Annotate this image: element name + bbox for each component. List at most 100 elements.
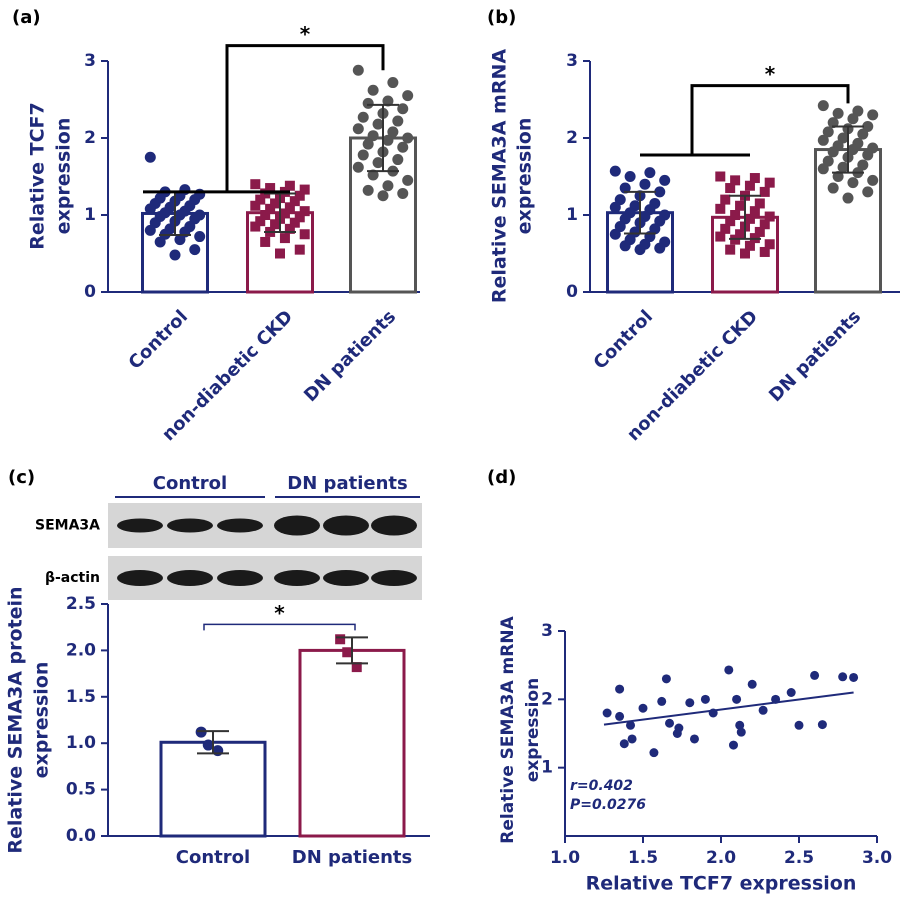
- data-point: [849, 672, 859, 682]
- data-point: [367, 84, 379, 96]
- data-point: [624, 171, 636, 182]
- data-point: [382, 95, 394, 107]
- data-point: [255, 194, 266, 205]
- data-point: [794, 720, 804, 730]
- data-point: [615, 711, 625, 721]
- data-point: [382, 134, 394, 146]
- x-tick-label: 2.0: [706, 848, 736, 868]
- blot-band: [274, 515, 320, 536]
- data-point: [810, 670, 820, 680]
- data-point: [715, 203, 726, 214]
- data-point: [740, 248, 750, 259]
- data-point: [189, 244, 201, 256]
- blot-band: [167, 518, 213, 533]
- data-point: [260, 210, 271, 220]
- data-point: [817, 134, 829, 146]
- x-tick-label: 2.5: [784, 848, 814, 868]
- error-bar: [832, 125, 864, 174]
- data-point: [362, 138, 374, 150]
- data-point: [715, 171, 726, 182]
- blot-row-label: β-actin: [45, 570, 100, 586]
- data-point: [715, 231, 726, 242]
- blot-band: [371, 570, 417, 586]
- data-point: [619, 182, 631, 194]
- y-tick-label: 1.5: [66, 687, 96, 707]
- blot-row-label: SEMA3A: [35, 518, 100, 534]
- data-point: [377, 190, 389, 202]
- data-point: [397, 141, 409, 153]
- data-point: [250, 221, 261, 232]
- data-point: [250, 179, 261, 190]
- data-point: [634, 244, 646, 256]
- error-bar: [264, 192, 296, 233]
- data-point: [294, 190, 305, 201]
- data-point: [275, 248, 285, 259]
- y-axis-label: expression: [31, 662, 53, 779]
- x-tick-label: DN patients: [292, 847, 412, 868]
- data-point: [265, 183, 276, 194]
- data-point: [758, 705, 768, 715]
- blot-band: [117, 570, 163, 586]
- data-point: [260, 236, 271, 247]
- y-axis-label: expression: [523, 678, 543, 782]
- data-point: [609, 201, 621, 213]
- data-point: [397, 187, 409, 199]
- data-point: [654, 242, 666, 254]
- data-point: [747, 679, 757, 689]
- data-point: [724, 665, 734, 675]
- data-point: [362, 97, 374, 109]
- data-point: [764, 239, 775, 250]
- data-point: [827, 117, 839, 129]
- data-point: [862, 149, 874, 161]
- data-point: [144, 224, 156, 236]
- data-point: [817, 100, 829, 112]
- data-point: [299, 229, 310, 240]
- data-point: [862, 186, 874, 198]
- data-point: [299, 206, 310, 217]
- data-point: [654, 186, 666, 198]
- y-tick-label: 1: [566, 205, 578, 225]
- data-point: [649, 748, 659, 758]
- sig-star: *: [274, 601, 285, 625]
- x-axis-label: Relative TCF7 expression: [586, 873, 857, 895]
- data-point: [674, 723, 684, 733]
- y-axis-label: Relative SEMA3A protein: [5, 586, 27, 853]
- data-point: [382, 180, 394, 192]
- blot-band: [117, 518, 163, 533]
- data-point: [299, 184, 310, 195]
- data-point: [735, 200, 746, 211]
- data-point: [284, 202, 295, 213]
- data-point: [402, 174, 414, 186]
- y-axis-label: Relative SEMA3A mRNA: [489, 49, 511, 303]
- data-point: [255, 216, 266, 227]
- data-point: [832, 171, 844, 182]
- data-point: [764, 211, 775, 222]
- y-tick-label: 0.0: [66, 826, 96, 846]
- data-point: [392, 154, 404, 166]
- data-point: [342, 647, 353, 658]
- y-tick-label: 0: [566, 282, 578, 302]
- data-point: [661, 674, 671, 684]
- x-tick-label: Control: [590, 306, 657, 373]
- data-point: [659, 174, 671, 186]
- data-point: [392, 115, 404, 127]
- data-point: [169, 249, 181, 261]
- data-point: [294, 244, 305, 255]
- data-point: [744, 180, 755, 191]
- blot-band: [323, 570, 369, 586]
- y-tick-label: 0: [84, 282, 96, 302]
- fit-line: [603, 691, 854, 726]
- data-point: [754, 226, 765, 237]
- x-tick-label: Control: [176, 847, 250, 868]
- data-point: [744, 240, 755, 251]
- y-tick-label: 3: [541, 621, 553, 641]
- blot-band: [167, 570, 213, 586]
- data-point: [786, 688, 796, 697]
- data-point: [754, 198, 765, 209]
- bar: [159, 740, 267, 838]
- data-point: [294, 212, 305, 223]
- y-tick-label: 1.0: [66, 733, 96, 753]
- data-point: [335, 634, 346, 645]
- data-point: [725, 216, 736, 227]
